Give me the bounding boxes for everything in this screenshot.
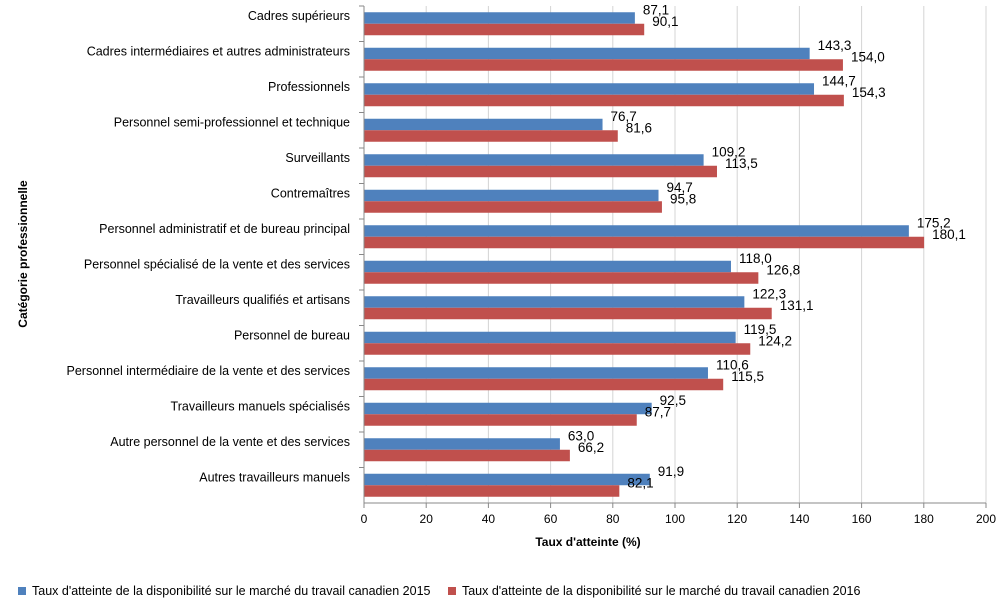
- bar-2015: [364, 83, 815, 95]
- category-label: Travailleurs qualifiés et artisans: [175, 293, 350, 307]
- bars: [364, 12, 925, 497]
- bar-2016: [364, 485, 620, 497]
- bar-2016: [364, 414, 637, 426]
- x-tick-label: 20: [420, 512, 434, 526]
- category-label: Personnel administratif et de bureau pri…: [99, 222, 350, 236]
- data-label-2016: 82,1: [627, 475, 653, 490]
- legend-item-2015: Taux d'atteinte de la disponibilité sur …: [18, 584, 430, 598]
- bar-2016: [364, 94, 844, 107]
- bar-2015: [364, 47, 810, 60]
- legend-label-2016: Taux d'atteinte de la disponibilité sur …: [461, 584, 861, 598]
- bar-2016: [364, 236, 925, 249]
- data-label-2015: 110,6: [716, 357, 749, 372]
- bar-2015: [364, 260, 731, 273]
- category-label: Personnel semi-professionnel et techniqu…: [114, 115, 350, 129]
- bar-2015: [364, 154, 704, 166]
- y-axis-title: Catégorie professionnelle: [16, 180, 30, 328]
- gridlines: [425, 6, 987, 503]
- data-label-2015: 122,3: [752, 286, 786, 301]
- x-tick-label: 140: [789, 512, 809, 526]
- data-label-2015: 92,5: [660, 393, 686, 408]
- category-label: Cadres intermédiaires et autres administ…: [87, 44, 350, 58]
- bar-2015: [364, 473, 650, 486]
- category-label: Travailleurs manuels spécialisés: [171, 399, 350, 413]
- bar-2016: [364, 449, 570, 462]
- data-label-2015: 91,9: [658, 464, 684, 479]
- data-label-2015: 87,1: [643, 2, 669, 17]
- category-label: Personnel de bureau: [234, 328, 350, 342]
- x-tick-label: 180: [914, 512, 934, 526]
- bar-2016: [364, 343, 751, 355]
- bar-2015: [364, 118, 603, 131]
- legend-item-2016: Taux d'atteinte de la disponibilité sur …: [447, 584, 861, 598]
- x-tick-labels: 0 20 40 60 80 100 120 140 160 180 200: [361, 503, 996, 526]
- data-label-2016: 154,0: [851, 49, 885, 64]
- data-label-2016: 66,2: [578, 440, 604, 455]
- x-tick-label: 120: [727, 512, 747, 526]
- x-tick-label: 200: [976, 512, 996, 526]
- data-label-2015: 76,7: [611, 109, 637, 124]
- bar-2015: [364, 402, 652, 415]
- bar-2016: [364, 201, 662, 213]
- bar-2016: [364, 378, 724, 391]
- bar-2015: [364, 12, 635, 24]
- category-label: Autres travailleurs manuels: [199, 470, 350, 484]
- legend-label-2015: Taux d'atteinte de la disponibilité sur …: [32, 584, 431, 598]
- x-axis-title: Taux d'atteinte (%): [535, 535, 640, 549]
- bar-2015: [364, 189, 659, 202]
- bar-2016: [364, 165, 717, 178]
- bar-2015: [364, 367, 708, 379]
- bar-chart: Cadres supérieurs Cadres intermédiaires e…: [16, 2, 996, 549]
- x-tick-label: 60: [544, 512, 558, 526]
- bar-2016: [364, 307, 772, 320]
- bar-2016: [364, 59, 843, 71]
- data-label-2015: 119,5: [744, 322, 777, 337]
- category-label: Professionnels: [268, 80, 350, 94]
- data-label-2015: 63,0: [568, 428, 594, 443]
- category-label: Personnel intermédiaire de la vente et d…: [67, 364, 350, 378]
- category-label: Surveillants: [285, 151, 350, 165]
- category-labels: Cadres supérieurs Cadres intermédiaires e…: [67, 5, 364, 484]
- x-tick-label: 40: [482, 512, 496, 526]
- legend-swatch-2016: [447, 587, 456, 595]
- bar-2015: [364, 438, 560, 450]
- data-label-2015: 109,2: [712, 144, 746, 159]
- legend: Taux d'atteinte de la disponibilité sur …: [18, 584, 874, 598]
- bar-2015: [364, 331, 736, 344]
- data-label-2016: 87,7: [645, 404, 671, 419]
- category-label: Cadres supérieurs: [248, 9, 350, 23]
- data-label-2015: 143,3: [818, 38, 852, 53]
- x-tick-label: 160: [852, 512, 872, 526]
- category-label: Contremaîtres: [271, 186, 350, 200]
- data-label-2015: 175,2: [917, 215, 951, 230]
- x-tick-label: 80: [606, 512, 620, 526]
- data-label-2016: 113,5: [725, 156, 758, 171]
- bar-2015: [364, 225, 909, 237]
- data-label-2016: 154,3: [852, 85, 886, 100]
- legend-swatch-2015: [18, 587, 26, 595]
- category-label: Personnel spécialisé de la vente et des …: [84, 257, 350, 271]
- data-label-2015: 118,0: [739, 251, 772, 266]
- bar-2016: [364, 272, 759, 284]
- data-label-2016: 90,1: [652, 14, 678, 29]
- data-label-2016: 131,1: [780, 298, 814, 313]
- data-label-2016: 95,8: [670, 191, 696, 206]
- x-tick-label: 0: [361, 512, 368, 526]
- data-label-2016: 124,2: [758, 333, 792, 348]
- data-label-2015: 144,7: [822, 73, 856, 88]
- category-label: Autre personnel de la vente et des servi…: [110, 435, 350, 449]
- bar-2016: [364, 130, 618, 142]
- data-label-2015: 94,7: [667, 180, 693, 195]
- data-label-2016: 81,6: [626, 120, 652, 135]
- x-tick-label: 100: [665, 512, 685, 526]
- data-label-2016: 180,1: [932, 227, 966, 242]
- bar-2016: [364, 23, 645, 36]
- bar-2015: [364, 296, 745, 308]
- data-label-2016: 126,8: [766, 262, 800, 277]
- data-label-2016: 115,5: [731, 369, 764, 384]
